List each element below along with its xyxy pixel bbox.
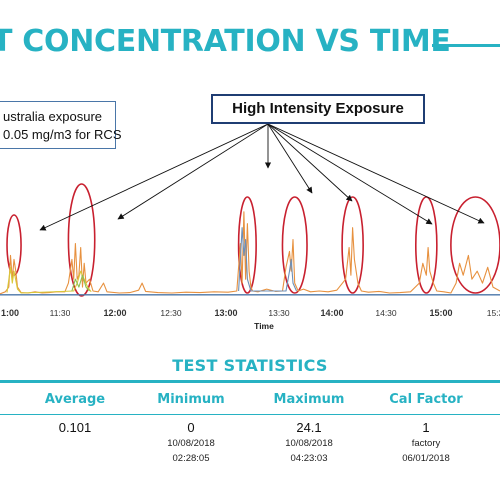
stats-maximum-date: 10/08/2018 [285, 438, 333, 449]
stats-value-cal-factor: 1 [422, 420, 430, 435]
highlight-ellipse-5 [341, 196, 364, 294]
highlight-ellipse-6 [414, 196, 438, 294]
x-axis-ticks: 1:00 11:30 12:00 12:30 13:00 13:30 14:00 14:30 1… [1, 308, 500, 318]
stats-cal-source: factory [411, 438, 441, 449]
stats-title: TEST STATISTICS [172, 356, 328, 375]
limit-note-line-1: ustralia exposure [3, 109, 102, 124]
stats-minimum-date: 10/08/2018 [167, 438, 215, 449]
callout-arrow-6 [267, 123, 433, 225]
concentration-chart: 1:00 11:30 12:00 12:30 13:00 13:30 14:00 14:30 1… [0, 123, 500, 331]
highlight-ellipse-3 [237, 196, 257, 294]
x-tick-label-4: 12:30 [160, 308, 182, 318]
stats-rule [0, 380, 500, 383]
page-title: T CONCENTRATION VS TIME [0, 24, 451, 59]
callout-arrow-2 [117, 123, 269, 220]
highlight-ellipse-2 [67, 183, 96, 297]
limit-note-line-2: 0.05 mg/m3 for RCS [3, 127, 122, 142]
stats-value-minimum: 0 [187, 420, 195, 435]
x-axis-label: Time [254, 321, 274, 331]
x-tick-label-6: 13:30 [268, 308, 290, 318]
callout-arrow-7 [267, 123, 485, 224]
x-tick-label-5: 13:00 [214, 308, 237, 318]
callout-arrows [39, 123, 485, 231]
exposure-limit-note: ustralia exposure 0.05 mg/m3 for RCS [0, 101, 122, 149]
callout-arrow-5 [267, 123, 353, 202]
series-line-2 [238, 227, 298, 292]
highlight-regions [6, 183, 500, 297]
series-lines [0, 211, 500, 295]
series-line-1 [0, 211, 500, 295]
stats-minimum-time: 02:28:05 [172, 453, 210, 464]
callout-arrow-1 [39, 123, 269, 231]
stats-value-maximum: 24.1 [296, 420, 322, 435]
x-tick-label-8: 14:30 [375, 308, 397, 318]
stats-header-cal-factor: Cal Factor [389, 392, 463, 407]
title-rule [432, 44, 500, 47]
stats-header-minimum: Minimum [157, 392, 225, 407]
x-tick-label-9: 15:00 [429, 308, 452, 318]
stats-cal-date: 06/01/2018 [402, 453, 450, 464]
callout-arrow-4 [267, 123, 313, 194]
stats-maximum-time: 04:23:03 [290, 453, 328, 464]
x-tick-label-3: 12:00 [103, 308, 126, 318]
stats-header-average: Average [44, 392, 106, 407]
highlight-ellipse-7 [450, 196, 500, 294]
series-line-3 [6, 266, 92, 294]
stats-value-average: 0.101 [58, 420, 92, 435]
stats-header-maximum: Maximum [273, 392, 345, 407]
highlight-ellipse-1 [6, 214, 22, 276]
x-tick-label-7: 14:00 [320, 308, 343, 318]
high-intensity-callout: High Intensity Exposure [211, 94, 425, 124]
x-tick-label-10: 15:3 [487, 308, 500, 318]
x-tick-label-2: 11:30 [50, 308, 71, 318]
series-line-4 [71, 274, 90, 292]
highlight-ellipse-4 [281, 196, 308, 294]
stats-header-rule [0, 414, 500, 415]
x-tick-label-1: 1:00 [1, 308, 19, 318]
